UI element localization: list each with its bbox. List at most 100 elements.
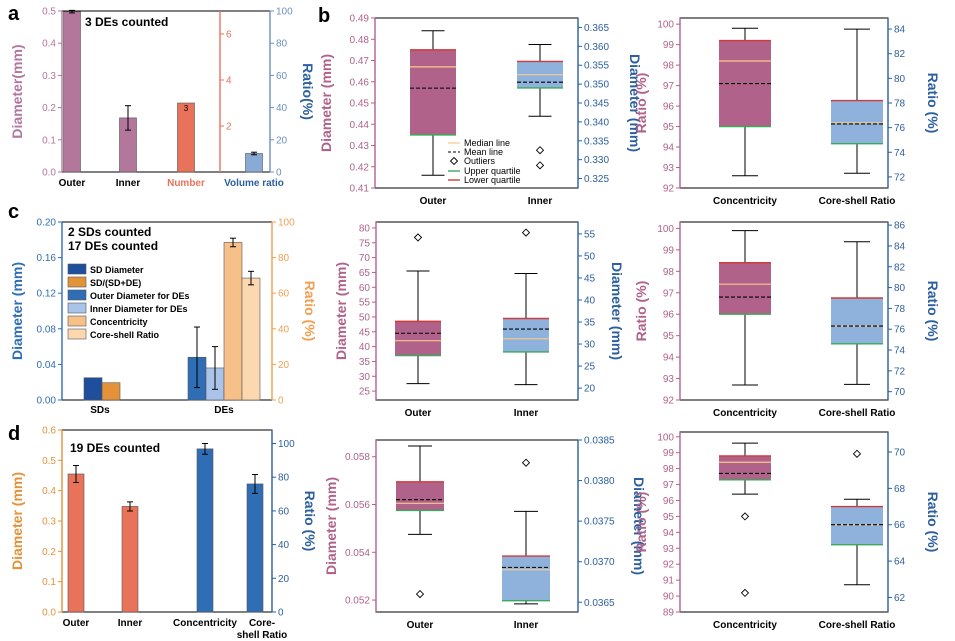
panel-c2-right-axis-tick-label: 25 xyxy=(584,362,596,373)
panel-c2-left-axis-tick-label: 25 xyxy=(359,387,371,398)
panel-c-annotation: 2 SDs counted xyxy=(68,225,151,239)
panel-d3-x-tick-label: Core-shell Ratio xyxy=(819,620,896,631)
panel-d3-left-axis-tick-label: 94 xyxy=(663,528,675,539)
panel-b2-left-axis-tick-label: 98 xyxy=(663,61,675,72)
panel-d-left-axis-tick-label: 0.6 xyxy=(42,426,56,437)
panel-c-left-axis-tick-label: 0.12 xyxy=(37,289,57,300)
panel-d-right-axis-tick-label: 0 xyxy=(278,608,284,619)
panel-c3-left-axis-tick-label: 93 xyxy=(663,374,675,385)
panel-c3-x-tick-label: Core-shell Ratio xyxy=(819,408,896,419)
panel-c-legend-swatch xyxy=(67,276,87,288)
panel-c-legend-swatch xyxy=(67,302,87,314)
panel-c2-right-axis-tick-label: 45 xyxy=(584,273,596,284)
panel-c2-right-axis-tick-label: 30 xyxy=(584,340,596,351)
panel-a-x-tick-label: Inner xyxy=(116,178,141,189)
panel-d2-x-tick-label: Outer xyxy=(407,620,434,631)
panel-a-ylabel-left: Diameter(mm) xyxy=(9,44,25,138)
panel-d3-left-axis-tick-label: 93 xyxy=(663,544,675,555)
panel-b1-outlier xyxy=(535,161,545,170)
panel-d-right-axis-tick-label: 80 xyxy=(278,473,290,484)
panel-b1-right-axis-tick-label: 0.330 xyxy=(584,155,609,166)
panel-b2-left-axis-tick-label: 93 xyxy=(663,163,675,174)
panel-b2-left-axis-tick-label: 100 xyxy=(657,20,674,31)
panel-c-bar xyxy=(101,382,121,401)
panel-b1-right-axis-tick-label: 0.355 xyxy=(584,61,609,72)
panel-c3-right-axis-tick-label: 80 xyxy=(894,283,906,294)
panel-d2-outlier xyxy=(521,458,531,467)
panel-c-legend-swatch xyxy=(67,289,87,301)
panel-a-x-tick-label: Outer xyxy=(59,178,86,189)
panel-b2-box xyxy=(831,100,883,144)
panel-c-left-axis-tick-label: 0.16 xyxy=(37,253,57,264)
legend-outlier-swatch xyxy=(449,156,459,166)
panel-d2-right-axis-tick-label: 0.0375 xyxy=(584,517,615,528)
panel-a-right-axis-tick-label: 100 xyxy=(276,7,293,18)
panel-b1-x-tick-label: Outer xyxy=(420,196,447,207)
panel-c-legend-label: Concentricity xyxy=(90,317,148,327)
panel-b1-ylabel-right: Diameter (mm) xyxy=(627,54,643,152)
panel-a-x-tick-label: Volume ratio xyxy=(224,178,284,189)
panel-c2-right-axis-tick-label: 55 xyxy=(584,229,596,240)
panel-a-right-axis-tick-label: 20 xyxy=(276,135,288,146)
panel-c2-ylabel-right: Diameter (mm) xyxy=(609,262,625,360)
panel-c-legend-swatch xyxy=(67,315,87,327)
panel-c2-left-axis-tick-label: 75 xyxy=(359,238,371,249)
panel-d3-ylabel-right: Ratio (%) xyxy=(925,492,941,553)
panel-b1-ylabel-left: Diameter (mm) xyxy=(318,54,334,152)
panel-b1-right-axis-tick-label: 0.340 xyxy=(584,117,609,128)
panel-d2-right-axis-tick-label: 0.0370 xyxy=(584,557,615,568)
panel-c2-left-axis-tick-label: 35 xyxy=(359,357,371,368)
panel-d-x-tick-label: Concentricity xyxy=(173,618,237,629)
panel-d3-left-axis-tick-label: 96 xyxy=(663,496,675,507)
panel-c2-left-axis-tick-label: 30 xyxy=(359,372,371,383)
panel-b2-left-axis-tick-label: 99 xyxy=(663,40,675,51)
panel-b1-right-axis-tick-label: 0.350 xyxy=(584,80,609,91)
panel-c-left-axis-tick-label: 0.08 xyxy=(37,324,57,335)
panel-d-ylabel-left: Diameter (mm) xyxy=(9,472,25,570)
panel-d2-left-axis-tick-label: 0.058 xyxy=(345,452,370,463)
panel-b1-left-axis-tick-label: 0.45 xyxy=(350,99,370,110)
panel-c2-left-axis-tick-label: 60 xyxy=(359,283,371,294)
panel-d3-right-axis-tick-label: 66 xyxy=(894,520,906,531)
panel-c2-frame xyxy=(375,221,579,401)
panel-c3-right-axis-tick-label: 72 xyxy=(894,366,906,377)
legend-label: Outliers xyxy=(464,156,496,166)
panel-c-legend-swatch xyxy=(67,328,87,340)
panel-c3-left-axis-tick-label: 92 xyxy=(663,396,675,407)
panel-c-right-axis-tick-label: 100 xyxy=(278,218,295,229)
panel-c-left-axis-tick-label: 0.04 xyxy=(37,360,57,371)
panel-a-right-axis-tick-label: 80 xyxy=(276,39,288,50)
panel-c2-left-axis-tick-label: 65 xyxy=(359,268,371,279)
panel-c-right-axis-tick-label: 80 xyxy=(278,253,290,264)
panel-c2-box xyxy=(395,321,441,356)
panel-c2-right-axis-tick-label: 35 xyxy=(584,318,596,329)
legend-label: Upper quartile xyxy=(464,166,521,176)
panel-c3-left-axis-tick-label: 97 xyxy=(663,288,675,299)
panel-d-bar xyxy=(196,448,214,613)
panel-c3-box xyxy=(831,297,883,344)
panel-c2-outlier xyxy=(521,228,531,237)
panel-b2-left-axis-tick-label: 95 xyxy=(663,122,675,133)
panel-d2-left-axis-tick-label: 0.054 xyxy=(345,548,370,559)
panel-c3-left-axis-tick-label: 99 xyxy=(663,245,675,256)
panel-d-left-axis-tick-label: 0.3 xyxy=(42,517,56,528)
panel-d2-x-tick-label: Inner xyxy=(514,620,539,631)
panel-c2-right-axis-tick-label: 50 xyxy=(584,251,596,262)
panel-c-ylabel-left: Diameter (mm) xyxy=(9,262,25,360)
panel-a-annotation: 3 DEs counted xyxy=(85,15,168,29)
panel-d3-box xyxy=(719,455,771,480)
panel-b2-right-axis-tick-label: 84 xyxy=(894,25,906,36)
panel-b1-left-axis-tick-label: 0.49 xyxy=(350,14,370,25)
panel-c-bar xyxy=(83,377,103,401)
panel-d3-left-axis-tick-label: 98 xyxy=(663,464,675,475)
panel-d-annotation: 19 DEs counted xyxy=(70,441,160,455)
panel-c3-left-axis-tick-label: 94 xyxy=(663,353,675,364)
panel-c2-left-axis-tick-label: 80 xyxy=(359,223,371,234)
panel-c-x-tick-label: SDs xyxy=(90,405,110,416)
panel-c2-left-axis-tick-label: 70 xyxy=(359,253,371,264)
panel-d-x-tick-label: Inner xyxy=(118,618,143,629)
panel-b1-left-axis-tick-label: 0.42 xyxy=(350,162,370,173)
panel-d3-right-axis-tick-label: 70 xyxy=(894,448,906,459)
legend-label: Mean line xyxy=(464,147,503,157)
